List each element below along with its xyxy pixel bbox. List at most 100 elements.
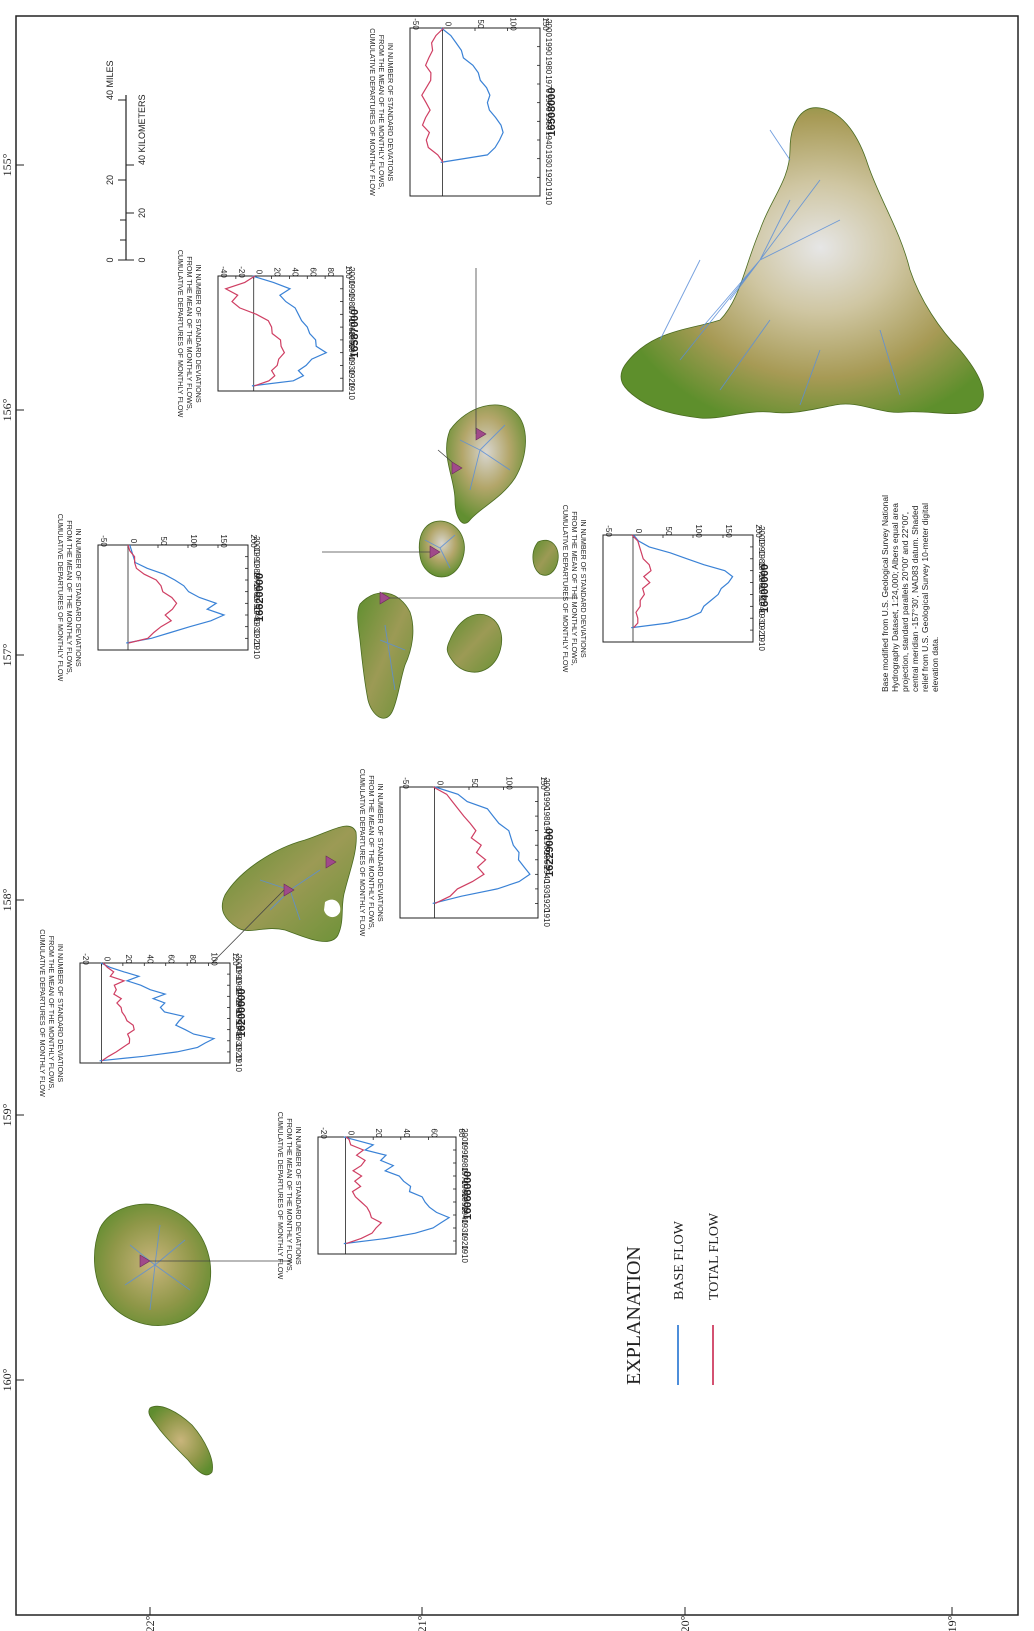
chart-station-title: 16587000 [349,309,361,358]
chart-series-total-flow [127,544,178,644]
chart-year-tick-label: 1940 [757,597,766,615]
gage-marker-16400000 [379,591,391,605]
chart-year-tick-label: 2000 [347,267,356,285]
legend: EXPLANATION BASE FLOW TOTAL FLOW [623,1212,722,1385]
chart-year-tick-label: 1970 [544,75,553,93]
chart-axis-label-line: CUMULATIVE DEPARTURES OF MONTHLY FLOW [176,250,185,418]
chart-value-tick-label: 150 [724,524,733,538]
chart-plot-frame [399,786,539,919]
chart-value-tick-label: 0 [102,957,111,962]
chart-year-tick-label: 1990 [542,793,551,811]
chart-value-tick-label: 50 [664,527,673,536]
chart-axis-label-line: IN NUMBER OF STANDARD DEVIATIONS [294,1126,303,1265]
chart-value-tick-label: 40 [145,955,154,964]
base-credit: Base modified from U.S. Geological Surve… [880,495,940,692]
chart-year-tick-label: 1910 [252,641,261,659]
chart-year-tick-label: 1930 [347,357,356,375]
chart-year-tick-label: 1960 [544,94,553,112]
chart-year-tick-label: 1970 [460,1167,469,1185]
chart-year-tick-label: 1940 [542,865,551,883]
chart-axis-label-line: IN NUMBER OF STANDARD DEVIATIONS [376,783,385,922]
legend-label-base-flow: BASE FLOW [672,1220,687,1300]
chart-value-tick-label: -50 [411,18,420,30]
chart-value-tick-label: 80 [326,268,335,277]
chart-series-base-flow [440,27,504,163]
scale-km-40: 40 KILOMETERS [137,94,147,165]
chart-year-tick-label: 1960 [542,836,551,854]
chart-year-tick-label: 1910 [460,1245,469,1263]
chart-value-tick-label: 20 [124,955,133,964]
chart-year-tick-label: 1930 [542,880,551,898]
chart-year-tick-label: 1970 [542,822,551,840]
chart-year-tick-label: 1960 [460,1180,469,1198]
chart-year-tick-label: 1920 [347,369,356,387]
gage-marker-16068000 [139,1254,151,1268]
chart-value-tick-label: 40 [402,1129,411,1138]
chart-year-tick-label: 1970 [347,305,356,323]
chart-plot-frame [602,534,754,643]
island-molokai [357,592,414,719]
chart-value-tick-label: 50 [470,779,479,788]
chart-16200000: -20 0 20 40 60 80 100 1201910192019301940195019… [38,929,248,1097]
lat-label-21: 21° [415,1615,429,1631]
chart-year-tick-label: 1910 [757,633,766,651]
chart-year-tick-label: 1980 [757,550,766,568]
chart-station-title: 16229000 [544,828,556,877]
chart-year-tick-label: 1990 [234,965,243,983]
graticule-ticks [16,164,953,1615]
chart-year-tick-label: 2000 [757,526,766,544]
chart-year-tick-label: 1920 [757,621,766,639]
chart-year-tick-label: 1990 [544,38,553,56]
map-frame [15,15,1019,1616]
chart-year-tick-label: 1980 [234,976,243,994]
chart-value-tick-label: 200 [249,534,258,548]
chart-year-tick-label: 1950 [234,1010,243,1028]
island-oahu [221,825,357,942]
legend-title: EXPLANATION [623,1246,645,1385]
chart-plot-frame [79,962,231,1064]
chart-year-tick-label: 1980 [460,1154,469,1172]
chart-value-tick-label: 150 [219,534,228,548]
chart-year-tick-label: 1980 [542,807,551,825]
lon-label-155: 155° [0,153,14,176]
chart-value-tick-label: 0 [129,539,138,544]
credit-line-3: projection, standard parallels 20°00' an… [900,512,910,692]
chart-year-tick-label: 1950 [544,112,553,130]
chart-value-tick-label: 100 [509,17,518,31]
chart-axis-label-line: FROM THE MEAN OF THE MONTHLY FLOWS, [570,511,579,665]
chart-16620000: -50 0 50 100 150 2001910192019301940195019601… [56,514,266,682]
chart-year-tick-label: 1970 [234,987,243,1005]
chart-year-tick-label: 1960 [757,574,766,592]
chart-year-tick-label: 1930 [234,1032,243,1050]
chart-value-tick-label: 50 [159,537,168,546]
chart-year-tick-label: 1930 [460,1219,469,1237]
credit-line-2: Hydrography Dataset, 1:24,000; Albers eq… [890,503,900,692]
chart-series-base-flow [432,786,531,904]
credit-line-6: elevation data. [930,637,940,692]
chart-year-tick-label: 2000 [544,19,553,37]
chart-axis-label-line: CUMULATIVE DEPARTURES OF MONTHLY FLOW [276,1112,285,1280]
chart-year-tick-label: 1980 [544,56,553,74]
chart-year-tick-label: 1960 [347,318,356,336]
chart-series-total-flow [631,534,652,629]
chart-plot-frame [97,544,249,651]
chart-series-base-flow [631,534,734,629]
chart-value-tick-label: 20 [374,1129,383,1138]
island-kauai [94,1203,212,1326]
chart-axis-label-line: CUMULATIVE DEPARTURES OF MONTHLY FLOW [368,28,377,196]
chart-year-tick-label: 1960 [252,583,261,601]
chart-series-base-flow [251,275,328,387]
chart-16587000: -40 -20 0 20 40 60 80 1001910192019301940195019… [176,250,361,418]
chart-value-tick-label: -50 [401,777,410,789]
chart-plot-frame [317,1136,457,1255]
chart-axis-label-line: IN NUMBER OF STANDARD DEVIATIONS [74,528,83,667]
chart-value-tick-label: 200 [754,524,763,538]
chart-station-title: 16068000 [462,1171,474,1220]
chart-year-tick-label: 1960 [234,999,243,1017]
chart-station-title: 16620000 [254,573,266,622]
chart-axis-label-line: IN NUMBER OF STANDARD DEVIATIONS [56,944,65,1083]
chart-year-tick-label: 1910 [234,1054,243,1072]
chart-axis-label-line: FROM THE MEAN OF THE MONTHLY FLOWS, [185,256,194,410]
chart-value-tick-label: 60 [167,955,176,964]
